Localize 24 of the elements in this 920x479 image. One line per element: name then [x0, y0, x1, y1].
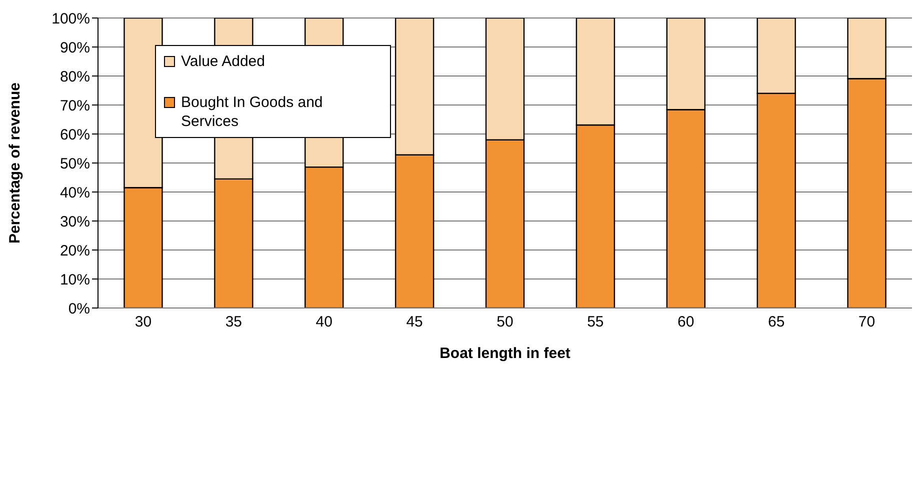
y-tick-label: 60%: [60, 126, 90, 144]
y-tick-label: 10%: [60, 271, 90, 288]
y-tick-label: 50%: [60, 155, 90, 172]
legend-label: Value Added: [181, 52, 265, 71]
y-tick-label: 90%: [60, 39, 90, 56]
y-tick-label: 80%: [60, 68, 90, 86]
x-tick-label: 55: [587, 314, 604, 331]
x-tick-label: 50: [496, 314, 514, 331]
legend-label: Bought In Goods and Services: [181, 93, 324, 131]
y-tick-label: 0%: [68, 300, 90, 318]
y-tick-label: 40%: [60, 184, 90, 202]
x-tick-label: 60: [678, 314, 694, 331]
x-tick-label: 70: [858, 314, 876, 331]
y-tick-label: 30%: [60, 213, 90, 230]
x-axis-title: Boat length in feet: [440, 345, 570, 362]
x-tick-label: 40: [316, 314, 332, 331]
x-tick-label: 35: [225, 314, 242, 331]
x-tick-label: 45: [406, 314, 423, 331]
y-tick-label: 70%: [60, 97, 90, 114]
y-tick-label: 20%: [60, 242, 90, 260]
x-tick-label: 30: [134, 314, 152, 331]
y-axis-title: Percentage of revenue: [6, 82, 24, 244]
y-tick-label: 100%: [52, 10, 90, 28]
x-tick-label: 65: [768, 314, 785, 331]
